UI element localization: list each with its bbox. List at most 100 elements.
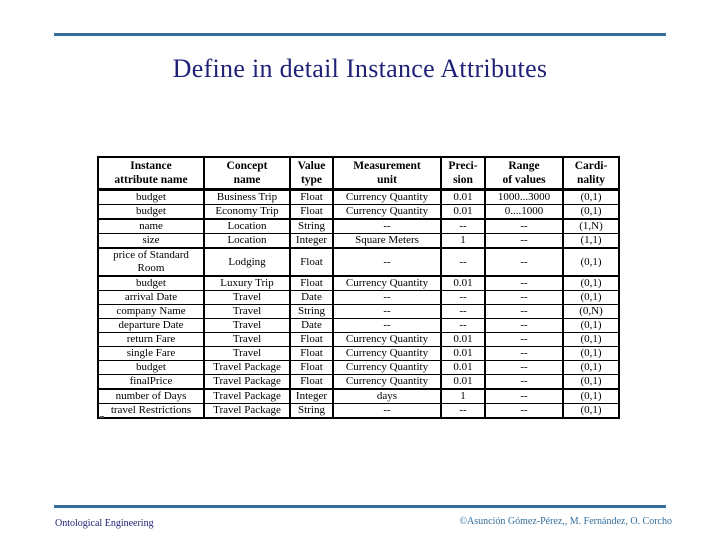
column-header: Instance attribute name [97,156,205,191]
table-cell: -- [332,304,442,319]
table-cell: Integer [289,233,334,249]
table-row: budget Luxury Trip Float Currency Quantity 0… [97,275,620,291]
table-cell: -- [440,218,486,234]
table-row: travel Restrictions Travel Package String -… [97,403,620,419]
table-cell: Lodging [203,247,291,277]
table-cell: Location [203,233,291,249]
table-cell: departure Date [97,318,205,333]
table-cell: (1,N) [562,218,620,234]
column-header: Value type [289,156,334,191]
table-cell: Date [289,318,334,333]
table-row: budget Economy Trip Float Currency Quantity… [97,204,620,220]
table-cell: (0,1) [562,204,620,220]
table-cell: Travel [203,332,291,347]
table-cell: budget [97,204,205,220]
table-row: single Fare Travel Float Currency Quantity 0… [97,346,620,361]
table-cell: String [289,304,334,319]
table-row: number of Days Travel Package Integer days 1… [97,388,620,404]
table-cell: Integer [289,388,334,404]
table-cell: budget [97,360,205,375]
table-cell: Currency Quantity [332,360,442,375]
table-cell: Currency Quantity [332,204,442,220]
table-cell: Travel [203,318,291,333]
table-cell: -- [484,247,564,277]
table-cell: 0.01 [440,204,486,220]
table-row: name Location String -- -- -- (1,N) [97,218,620,234]
table-cell: (0,N) [562,304,620,319]
table-row: finalPrice Travel Package Float Currency Qu… [97,374,620,390]
table-cell: days [332,388,442,404]
table-cell: -- [440,247,486,277]
table-cell: Float [289,275,334,291]
table-cell: String [289,218,334,234]
table-cell: Currency Quantity [332,275,442,291]
table-cell: -- [484,360,564,375]
table-cell: 0....1000 [484,204,564,220]
table-cell: (0,1) [562,332,620,347]
table-cell: budget [97,275,205,291]
column-header: Measurement unit [332,156,442,191]
table-cell: -- [484,218,564,234]
table-body: budget Business Trip Float Currency Quantit… [97,189,620,419]
table-cell: -- [484,346,564,361]
table-cell: Float [289,189,334,205]
table-cell: Float [289,346,334,361]
table-cell: (1,1) [562,233,620,249]
table-cell: Business Trip [203,189,291,205]
table-cell: (0,1) [562,360,620,375]
table-cell: -- [484,332,564,347]
table-cell: -- [332,247,442,277]
table-cell: (0,1) [562,403,620,419]
table-cell: -- [484,290,564,305]
table-cell: Travel Package [203,403,291,419]
table-row: size Location Integer Square Meters 1 -- (1,1) [97,233,620,249]
table-cell: name [97,218,205,234]
table-cell: -- [484,233,564,249]
table-row: return Fare Travel Float Currency Quantity 0… [97,332,620,347]
table-cell: -- [440,304,486,319]
table-cell: -- [484,403,564,419]
footer-authors: ©Asunción Gómez-Pérez,, M. Fernández, O.… [459,516,672,527]
table-cell: 0.01 [440,346,486,361]
table-cell: Economy Trip [203,204,291,220]
table-cell: Travel Package [203,374,291,390]
table-cell: (0,1) [562,290,620,305]
table-header: Instance attribute name Concept name Value ty… [97,156,620,191]
table-cell: Float [289,204,334,220]
column-header: Cardi-nality [562,156,620,191]
footer-course-name: Ontological Engineering [55,518,154,529]
table-cell: 1 [440,388,486,404]
table-cell: (0,1) [562,388,620,404]
table-cell: Float [289,247,334,277]
table-cell: -- [440,318,486,333]
table-cell: -- [484,374,564,390]
table-cell: -- [484,388,564,404]
table-cell: single Fare [97,346,205,361]
table-cell: (0,1) [562,275,620,291]
table-cell: -- [440,290,486,305]
table-cell: Square Meters [332,233,442,249]
table-cell: -- [332,218,442,234]
table-cell: Luxury Trip [203,275,291,291]
table-cell: Currency Quantity [332,332,442,347]
table-cell: (0,1) [562,346,620,361]
column-header: Range of values [484,156,564,191]
table-cell: -- [484,275,564,291]
table-cell: 0.01 [440,275,486,291]
table-cell: Location [203,218,291,234]
table-cell: Currency Quantity [332,346,442,361]
table-cell: return Fare [97,332,205,347]
table-cell: String [289,403,334,419]
table-cell: Travel [203,290,291,305]
table-cell: -- [484,304,564,319]
table-cell: Date [289,290,334,305]
table-cell: 0.01 [440,360,486,375]
table-cell: -- [484,318,564,333]
table-header-row: Instance attribute name Concept name Value ty… [97,156,620,191]
table-cell: -- [332,290,442,305]
table-cell: arrival Date [97,290,205,305]
table-cell: -- [332,318,442,333]
top-divider [54,33,666,36]
table-cell: 0.01 [440,332,486,347]
table-cell: Travel [203,304,291,319]
